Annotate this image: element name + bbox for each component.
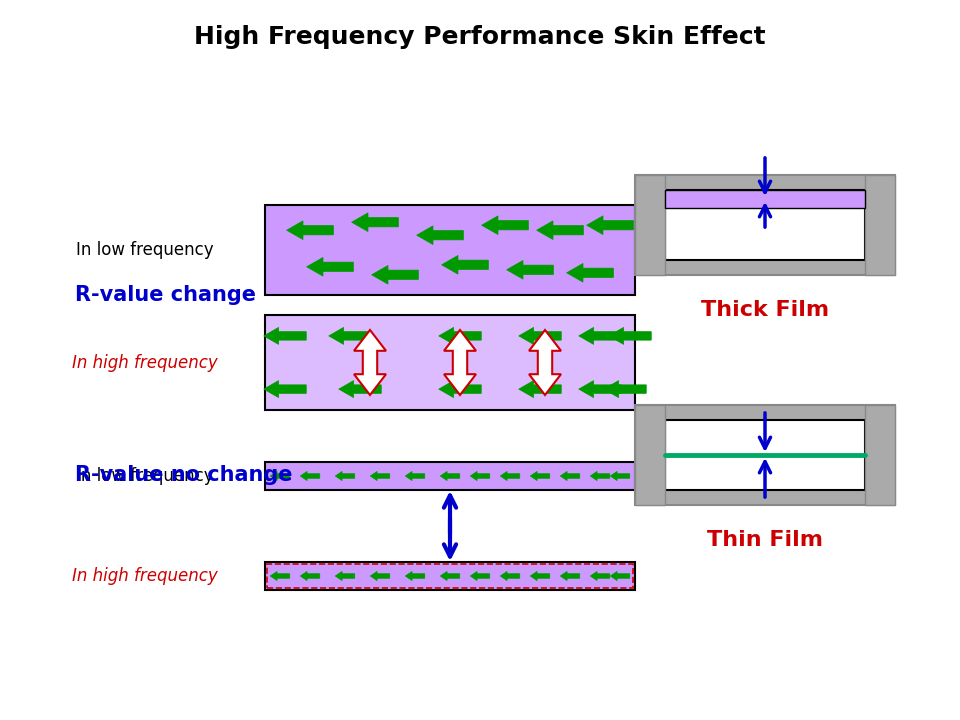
Bar <box>267 564 633 588</box>
Text: In low frequency: In low frequency <box>76 467 214 485</box>
Polygon shape <box>300 472 320 480</box>
Polygon shape <box>518 381 562 397</box>
Bar <box>635 405 665 505</box>
Polygon shape <box>417 226 464 245</box>
Polygon shape <box>271 572 290 580</box>
Polygon shape <box>500 572 519 580</box>
Polygon shape <box>611 572 630 580</box>
Polygon shape <box>507 261 553 279</box>
Polygon shape <box>300 572 320 580</box>
Polygon shape <box>339 381 381 397</box>
Polygon shape <box>306 258 353 276</box>
Text: High Frequency Performance Skin Effect: High Frequency Performance Skin Effect <box>194 25 766 49</box>
Text: In high frequency: In high frequency <box>72 567 218 585</box>
Polygon shape <box>439 328 481 344</box>
Polygon shape <box>287 221 333 240</box>
Polygon shape <box>351 213 398 232</box>
Polygon shape <box>611 472 630 480</box>
Polygon shape <box>590 472 610 480</box>
Text: Thick Film: Thick Film <box>701 300 829 320</box>
Polygon shape <box>470 472 490 480</box>
Polygon shape <box>604 381 646 397</box>
Polygon shape <box>371 572 390 580</box>
Polygon shape <box>405 472 424 480</box>
Polygon shape <box>590 572 610 580</box>
Polygon shape <box>442 256 489 274</box>
Bar <box>865 175 895 275</box>
Bar <box>265 205 635 295</box>
Polygon shape <box>264 328 306 344</box>
Polygon shape <box>354 330 386 395</box>
Polygon shape <box>587 216 634 235</box>
Text: Thin Film: Thin Film <box>707 530 823 550</box>
Bar <box>665 190 865 208</box>
Polygon shape <box>405 572 424 580</box>
Polygon shape <box>537 221 584 240</box>
Bar <box>265 315 635 410</box>
Polygon shape <box>335 472 355 480</box>
Text: In high frequency: In high frequency <box>72 354 218 372</box>
Bar <box>635 175 665 275</box>
Polygon shape <box>441 472 460 480</box>
Bar <box>665 190 865 260</box>
Bar <box>665 420 865 490</box>
Polygon shape <box>529 330 561 395</box>
Polygon shape <box>579 381 621 397</box>
Polygon shape <box>444 330 476 395</box>
Polygon shape <box>561 472 580 480</box>
Polygon shape <box>530 472 550 480</box>
Polygon shape <box>482 216 528 235</box>
Polygon shape <box>500 472 519 480</box>
Bar <box>635 175 895 275</box>
Polygon shape <box>518 328 562 344</box>
Text: R-value no change: R-value no change <box>75 465 293 485</box>
Polygon shape <box>264 381 306 397</box>
Polygon shape <box>335 572 355 580</box>
Polygon shape <box>372 266 419 284</box>
Bar <box>265 462 635 490</box>
Polygon shape <box>530 572 550 580</box>
Polygon shape <box>579 328 621 344</box>
Polygon shape <box>328 328 372 344</box>
Bar <box>635 405 895 505</box>
Polygon shape <box>271 472 290 480</box>
Polygon shape <box>609 328 651 344</box>
Polygon shape <box>439 381 481 397</box>
Text: In low frequency: In low frequency <box>76 241 214 259</box>
Text: R-value change: R-value change <box>75 285 256 305</box>
Polygon shape <box>441 572 460 580</box>
Bar <box>865 405 895 505</box>
Polygon shape <box>561 572 580 580</box>
Bar <box>265 562 635 590</box>
Polygon shape <box>566 264 613 282</box>
Polygon shape <box>470 572 490 580</box>
Polygon shape <box>371 472 390 480</box>
